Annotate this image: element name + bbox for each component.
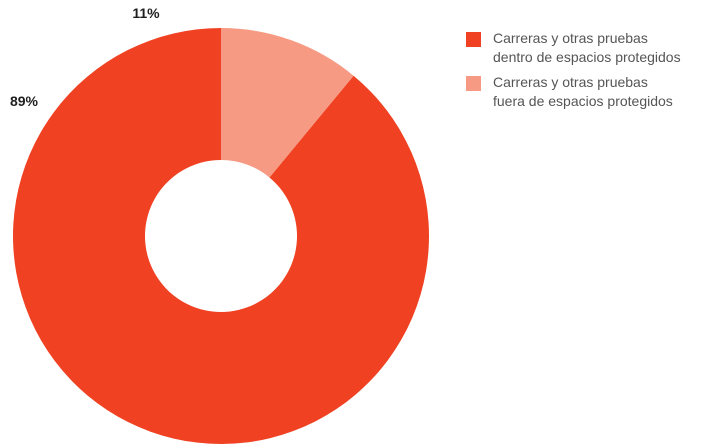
legend-label-fuera: Carreras y otras pruebas fuera de espaci… [493,74,673,109]
legend-item-dentro: Carreras y otras pruebas dentro de espac… [466,29,706,67]
legend-swatch-fuera [466,76,481,91]
slice-labels: 89% 11% [10,5,160,109]
slice-dentro [13,28,430,444]
legend-label-dentro: Carreras y otras pruebas dentro de espac… [493,30,681,65]
slice-label-fuera: 11% [132,5,160,21]
legend-item-fuera: Carreras y otras pruebas fuera de espaci… [466,73,706,111]
slice-fuera [221,28,354,178]
donut-slices [13,28,430,444]
slice-label-dentro: 89% [10,93,39,109]
legend: Carreras y otras pruebas dentro de espac… [466,29,706,117]
legend-swatch-dentro [466,32,481,47]
